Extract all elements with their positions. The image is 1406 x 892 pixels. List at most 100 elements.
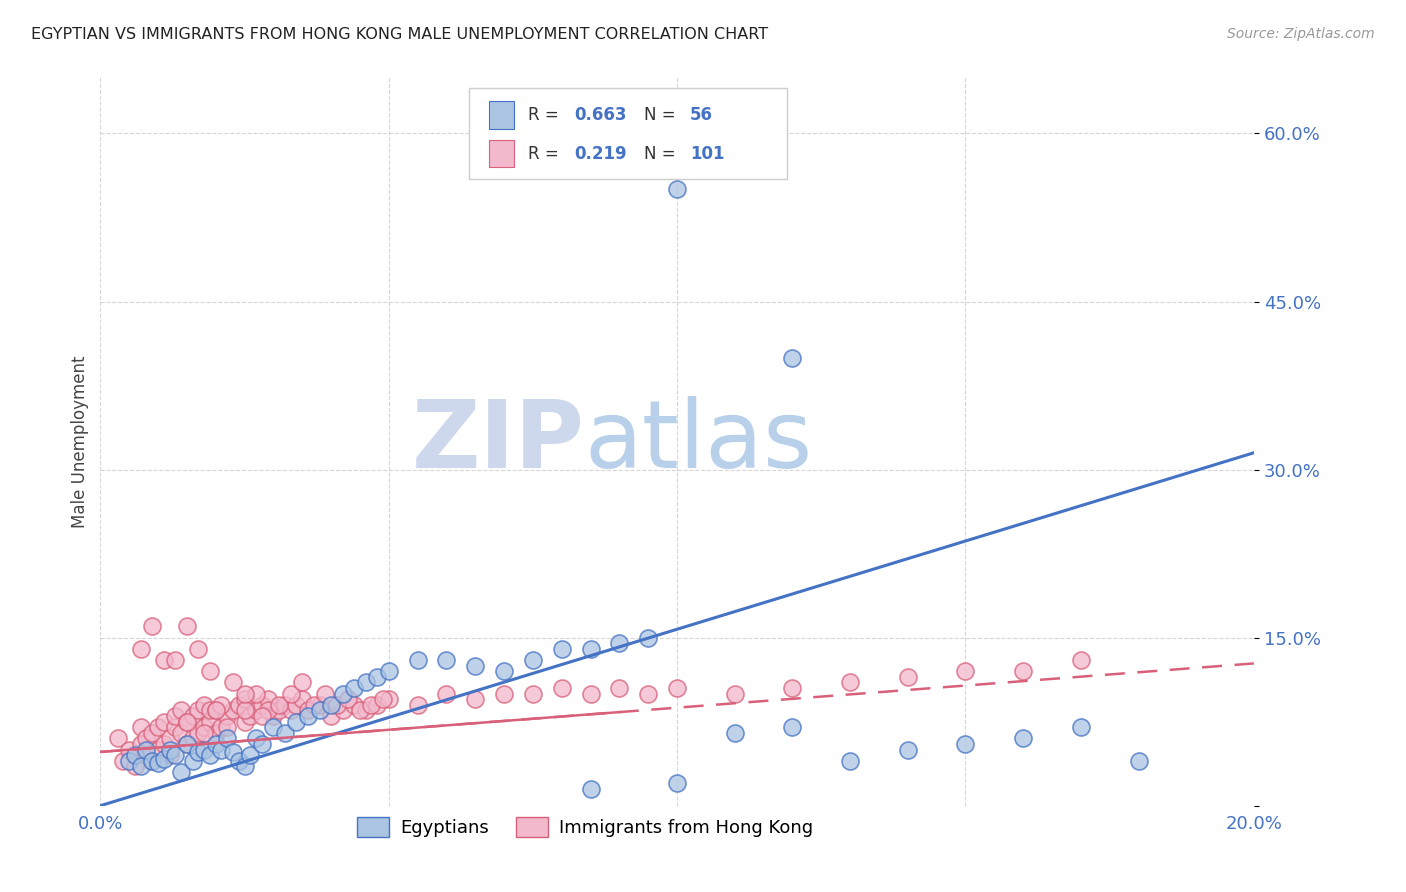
Text: ZIP: ZIP [412,395,585,488]
Point [377,692,399,706]
Point [118,754,141,768]
Point [135,731,157,746]
Point [152,653,174,667]
Point [222,675,245,690]
Point [434,653,457,667]
Point [198,714,221,729]
Point [198,748,221,763]
Point [141,754,163,768]
Point [193,698,215,712]
Point [217,720,239,734]
Point [349,703,371,717]
Point [176,737,198,751]
Point [285,714,308,729]
Point [464,658,486,673]
Point [245,703,267,717]
Point [233,714,256,729]
Point [256,692,278,706]
Point [146,742,169,756]
Text: 56: 56 [690,106,713,124]
Point [280,703,302,717]
Point [193,726,215,740]
Point [159,742,181,756]
Point [609,636,631,650]
Point [165,709,187,723]
Point [204,726,226,740]
Point [193,742,215,756]
FancyBboxPatch shape [470,88,787,179]
Text: 101: 101 [690,145,724,162]
Point [228,698,250,712]
Point [955,737,977,751]
Legend: Egyptians, Immigrants from Hong Kong: Egyptians, Immigrants from Hong Kong [349,810,820,844]
Point [176,619,198,633]
Point [124,759,146,773]
Point [135,742,157,756]
Point [494,665,516,679]
Point [187,726,209,740]
Point [152,752,174,766]
Text: N =: N = [644,145,681,162]
Point [839,754,862,768]
Point [170,765,193,780]
Point [245,731,267,746]
Point [187,703,209,717]
Point [406,653,429,667]
Point [129,759,152,773]
Point [666,681,689,695]
Point [666,182,689,196]
Point [1070,720,1092,734]
Point [897,742,920,756]
Point [152,714,174,729]
Point [297,709,319,723]
Point [187,745,209,759]
Point [1012,665,1035,679]
Point [308,698,330,712]
Bar [489,140,515,168]
Point [366,698,388,712]
Point [464,692,486,706]
Point [250,737,273,751]
Point [494,687,516,701]
Point [135,748,157,763]
Point [343,698,366,712]
Point [176,714,198,729]
Point [187,641,209,656]
Point [354,703,377,717]
Point [193,720,215,734]
Point [262,720,284,734]
Point [222,745,245,759]
Point [211,742,233,756]
Point [211,720,233,734]
Text: EGYPTIAN VS IMMIGRANTS FROM HONG KONG MALE UNEMPLOYMENT CORRELATION CHART: EGYPTIAN VS IMMIGRANTS FROM HONG KONG MA… [31,27,768,42]
Point [129,737,152,751]
Point [250,709,273,723]
Point [319,698,342,712]
Point [637,687,659,701]
Point [233,759,256,773]
Point [233,692,256,706]
Point [291,692,314,706]
Point [551,681,574,695]
Point [228,754,250,768]
Point [297,703,319,717]
Point [181,709,204,723]
Point [176,737,198,751]
Point [165,720,187,734]
Point [551,641,574,656]
Point [112,754,135,768]
Text: 0.219: 0.219 [575,145,627,162]
Point [406,698,429,712]
Point [129,641,152,656]
Point [222,703,245,717]
Point [897,670,920,684]
Point [262,709,284,723]
Point [285,698,308,712]
Point [269,698,291,712]
Point [377,665,399,679]
Point [141,726,163,740]
Point [360,698,382,712]
Point [198,703,221,717]
Point [217,731,239,746]
Point [337,692,360,706]
